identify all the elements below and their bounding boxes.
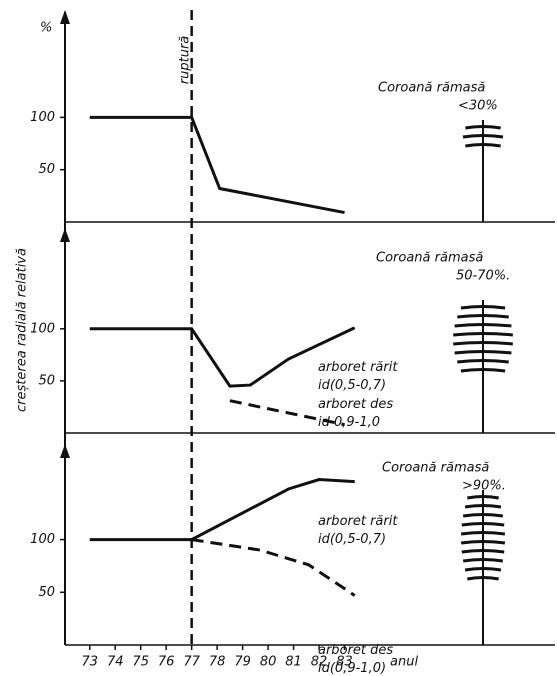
series-note: id(0,9-1,0): [318, 661, 386, 676]
series-label: arboret des: [318, 643, 393, 658]
x-tick-label: 82: [311, 655, 328, 670]
tree-branch: [460, 305, 506, 310]
axis-arrows: [60, 10, 70, 458]
y-tick-label: 100: [30, 110, 55, 125]
y-tick-label: 100: [30, 321, 55, 336]
annotation: 50-70%.: [456, 269, 510, 284]
unit-label: %: [40, 21, 52, 36]
y-tick-label: 50: [38, 373, 55, 388]
tree-branch: [454, 323, 512, 328]
x-tick-label: 80: [260, 655, 277, 670]
x-tick-label: 76: [158, 655, 175, 670]
tree-branch: [464, 504, 502, 509]
series-line: [229, 399, 345, 427]
annotation: Coroană rămasă: [382, 461, 489, 476]
tree-branch: [465, 143, 501, 148]
y-tick-label: 100: [30, 532, 55, 547]
tree-branch: [467, 495, 499, 500]
x-tick-label: 81: [285, 655, 302, 670]
x-tick-label: 75: [132, 655, 149, 670]
series-line: [89, 326, 356, 388]
tree-branch: [465, 125, 501, 130]
tree-branch: [462, 513, 504, 518]
tree-branch: [460, 540, 506, 545]
tree-branch: [457, 314, 509, 319]
tree-branch: [461, 549, 505, 554]
annotation: Coroană rămasă: [378, 81, 485, 96]
y-tick-label: 50: [38, 585, 55, 600]
annotation: >90%.: [462, 479, 506, 494]
tree-branch: [460, 531, 506, 536]
annotation: Coroană rămasă: [376, 251, 483, 266]
event-label: ruptură: [178, 36, 193, 85]
x-tick-label: 78: [209, 655, 226, 670]
series-line: [191, 538, 356, 597]
tree-branch: [454, 350, 512, 355]
tree-branch: [462, 558, 504, 563]
x-tick-label: 77: [183, 655, 200, 670]
x-tick-label: 79: [234, 655, 251, 670]
series-note: id(0,5-0,7): [318, 378, 386, 393]
series-line: [89, 115, 345, 215]
tree-branch: [457, 359, 509, 364]
x-tick-label: 74: [107, 655, 124, 670]
tree-branch: [464, 567, 502, 572]
tree-branch: [460, 368, 506, 373]
x-axis-label: anul: [390, 655, 418, 670]
y-axis-label: creșterea radială relativă: [15, 248, 30, 412]
tree-branch: [453, 341, 513, 346]
x-tick-label: 83: [336, 655, 353, 670]
tree-branch: [462, 134, 504, 139]
series-note: id 0,9-1,0: [318, 415, 380, 430]
series-note: id(0,5-0,7): [318, 532, 386, 547]
series-label: arboret rărit: [318, 360, 398, 375]
y-tick-label: 50: [38, 162, 55, 177]
series-label: arboret des: [318, 397, 393, 412]
x-tick-label: 73: [81, 655, 98, 670]
tree-branch: [461, 522, 505, 527]
tree-branch: [453, 332, 513, 337]
tree-branch: [467, 576, 499, 581]
series-line: [89, 478, 355, 542]
annotation: <30%: [458, 99, 498, 114]
series-label: arboret rărit: [318, 514, 398, 529]
